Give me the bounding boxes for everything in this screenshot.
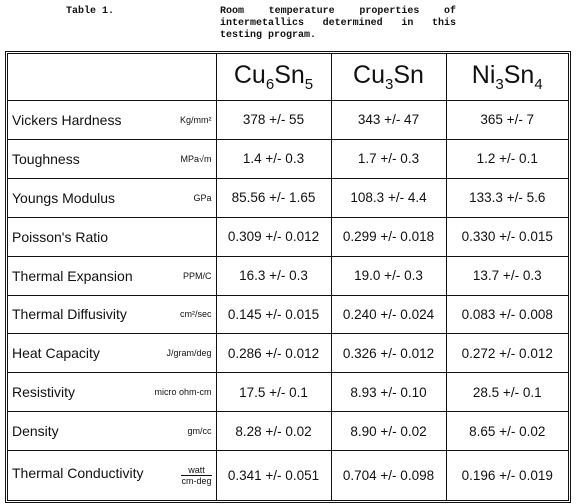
table-row: Density gm/cc 8.28 +/- 0.02 8.90 +/- 0.02 8.… — [8, 411, 568, 452]
property-name: Resistivity — [12, 384, 76, 401]
value-cell: 365 +/- 7 — [445, 100, 568, 140]
table-row: Thermal Expansion PPM/C 16.3 +/- 0.3 19.0 +… — [8, 255, 568, 296]
table-row: Thermal Diffusivity cm²/sec 0.145 +/- 0.01… — [8, 294, 568, 335]
table-row: Toughness MPa√m 1.4 +/- 0.3 1.7 +/- 0.3 1.2 … — [8, 138, 568, 179]
value-cell: 1.4 +/- 0.3 — [215, 138, 332, 179]
property-cell: Thermal Diffusivity cm²/sec — [8, 294, 217, 335]
table-row: Vickers Hardness Kg/mm² 378 +/- 55 343 +/- … — [8, 100, 568, 140]
unit-numerator: watt — [181, 465, 212, 477]
value-cell: 0.286 +/- 0.012 — [215, 333, 332, 374]
unit: GPa — [193, 192, 212, 203]
header-row: Cu6Sn5 Cu3Sn Ni3Sn4 — [8, 54, 568, 101]
value-cell: 0.272 +/- 0.012 — [445, 333, 568, 374]
value-cell: 0.704 +/- 0.098 — [330, 450, 447, 500]
property-name: Thermal Conductivity — [12, 465, 144, 482]
unit-denominator: cm-deg — [181, 476, 212, 487]
table-row: Heat Capacity J/gram/deg 0.286 +/- 0.012 0.… — [8, 333, 568, 374]
value-cell: 0.299 +/- 0.018 — [330, 216, 447, 257]
value-cell: 1.2 +/- 0.1 — [445, 138, 568, 179]
corner — [8, 54, 217, 101]
table-row: Youngs Modulus GPa 85.56 +/- 1.65 108.3 +/-… — [8, 177, 568, 218]
property-cell: Vickers Hardness Kg/mm² — [8, 100, 217, 140]
property-cell: Thermal Expansion PPM/C — [8, 255, 217, 296]
column-header: Cu6Sn5 — [215, 54, 332, 101]
table-row: Thermal Conductivity watt cm-deg 0.341 +/- … — [8, 450, 568, 500]
value-cell: 0.309 +/- 0.012 — [215, 216, 332, 257]
value-cell: 0.240 +/- 0.024 — [330, 294, 447, 335]
caption-label: Table 1. — [66, 6, 115, 17]
value-cell: 0.083 +/- 0.008 — [445, 294, 568, 335]
value-cell: 28.5 +/- 0.1 — [445, 372, 568, 413]
property-cell: Heat Capacity J/gram/deg — [8, 333, 217, 374]
property-name: Thermal Diffusivity — [12, 306, 127, 323]
value-cell: 8.28 +/- 0.02 — [215, 411, 332, 452]
property-name: Density — [12, 423, 59, 440]
table-row: Resistivity micro ohm-cm 17.5 +/- 0.1 8.93 … — [8, 372, 568, 413]
value-cell: 0.145 +/- 0.015 — [215, 294, 332, 335]
unit: Kg/mm² — [180, 114, 212, 125]
value-cell: 378 +/- 55 — [215, 100, 332, 140]
value-cell: 133.3 +/- 5.6 — [445, 177, 568, 218]
property-cell: Toughness MPa√m — [8, 138, 217, 179]
caption-text: Room temperature properties of intermeta… — [220, 6, 456, 41]
property-cell: Thermal Conductivity watt cm-deg — [8, 450, 217, 500]
property-name: Youngs Modulus — [12, 189, 116, 206]
unit: gm/cc — [187, 426, 212, 437]
property-name: Heat Capacity — [12, 345, 100, 362]
table-frame: Cu6Sn5 Cu3Sn Ni3Sn4 Vickers Hardness Kg/mm²… — [5, 51, 571, 503]
value-cell: 85.56 +/- 1.65 — [215, 177, 332, 218]
property-name: Poisson's Ratio — [12, 228, 109, 245]
value-cell: 0.330 +/- 0.015 — [445, 216, 568, 257]
value-cell: 108.3 +/- 4.4 — [330, 177, 447, 218]
unit: MPa√m — [180, 153, 212, 164]
table-body: Vickers Hardness Kg/mm² 378 +/- 55 343 +/- … — [8, 100, 568, 500]
unit: J/gram/deg — [166, 348, 212, 359]
property-cell: Youngs Modulus GPa — [8, 177, 217, 218]
value-cell: 8.93 +/- 0.10 — [330, 372, 447, 413]
value-cell: 343 +/- 47 — [330, 100, 447, 140]
value-cell: 16.3 +/- 0.3 — [215, 255, 332, 296]
unit-fraction: watt cm-deg — [181, 465, 212, 487]
value-cell: 17.5 +/- 0.1 — [215, 372, 332, 413]
value-cell: 0.326 +/- 0.012 — [330, 333, 447, 374]
property-name: Thermal Expansion — [12, 267, 133, 284]
table-row: Poisson's Ratio 0.309 +/- 0.012 0.299 +/- … — [8, 216, 568, 257]
value-cell: 19.0 +/- 0.3 — [330, 255, 447, 296]
property-cell: Density gm/cc — [8, 411, 217, 452]
column-header: Ni3Sn4 — [445, 54, 568, 101]
value-cell: 0.196 +/- 0.019 — [445, 450, 568, 500]
value-cell: 13.7 +/- 0.3 — [445, 255, 568, 296]
property-cell: Resistivity micro ohm-cm — [8, 372, 217, 413]
unit: PPM/C — [182, 270, 212, 281]
table: Cu6Sn5 Cu3Sn Ni3Sn4 Vickers Hardness Kg/mm²… — [8, 54, 568, 500]
property-name: Vickers Hardness — [12, 111, 122, 128]
unit: micro ohm-cm — [154, 387, 212, 398]
value-cell: 8.65 +/- 0.02 — [445, 411, 568, 452]
column-header: Cu3Sn — [330, 54, 447, 101]
value-cell: 1.7 +/- 0.3 — [330, 138, 447, 179]
value-cell: 0.341 +/- 0.051 — [215, 450, 332, 500]
unit: cm²/sec — [180, 309, 212, 320]
value-cell: 8.90 +/- 0.02 — [330, 411, 447, 452]
property-name: Toughness — [12, 150, 80, 167]
property-cell: Poisson's Ratio — [8, 216, 217, 257]
